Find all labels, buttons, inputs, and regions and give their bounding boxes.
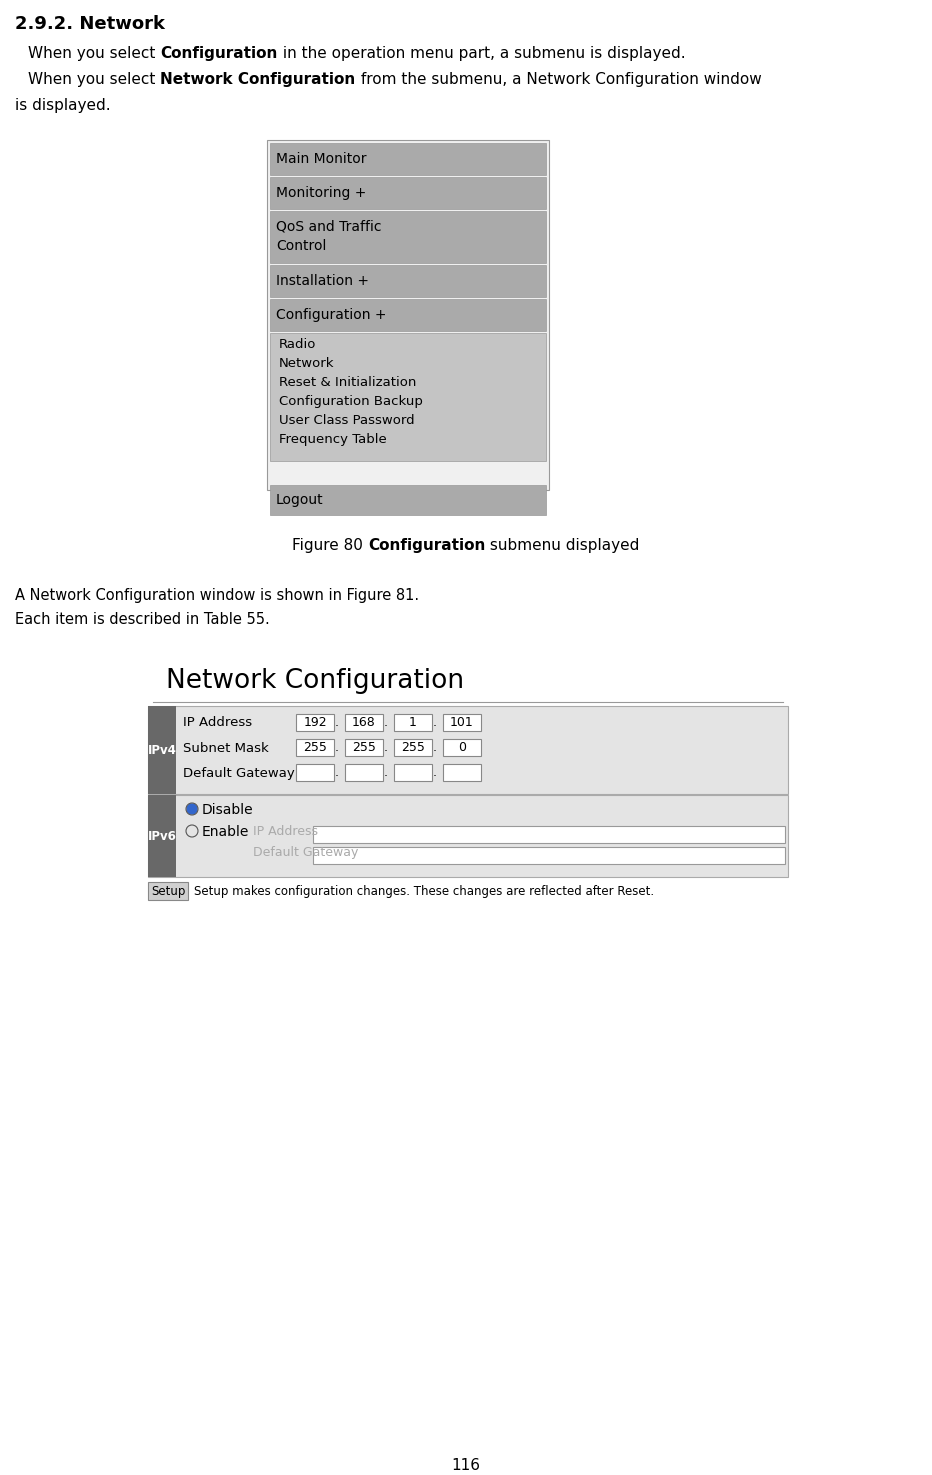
- Text: .: .: [433, 766, 437, 779]
- Text: 192: 192: [303, 715, 327, 729]
- Text: Main Monitor: Main Monitor: [276, 152, 366, 167]
- FancyBboxPatch shape: [296, 739, 334, 757]
- Text: Configuration: Configuration: [368, 538, 486, 553]
- Text: .: .: [335, 715, 339, 729]
- Text: 255: 255: [401, 740, 425, 754]
- FancyBboxPatch shape: [345, 764, 383, 780]
- Text: .: .: [384, 740, 388, 754]
- Text: Control: Control: [276, 239, 326, 254]
- Text: .: .: [384, 766, 388, 779]
- Text: Network: Network: [279, 357, 335, 370]
- Text: IP Address: IP Address: [253, 825, 318, 838]
- FancyBboxPatch shape: [270, 211, 546, 263]
- Text: Logout: Logout: [276, 493, 323, 507]
- Text: 0: 0: [458, 740, 466, 754]
- Text: Network Configuration: Network Configuration: [160, 72, 355, 87]
- Text: Setup: Setup: [151, 885, 185, 897]
- Text: .: .: [335, 766, 339, 779]
- FancyBboxPatch shape: [148, 795, 176, 878]
- FancyBboxPatch shape: [148, 707, 176, 794]
- FancyBboxPatch shape: [296, 714, 334, 732]
- Text: Subnet Mask: Subnet Mask: [183, 742, 268, 755]
- Text: from the submenu, a Network Configuration window: from the submenu, a Network Configuratio…: [355, 72, 761, 87]
- FancyBboxPatch shape: [148, 882, 188, 900]
- FancyBboxPatch shape: [270, 485, 546, 515]
- FancyBboxPatch shape: [148, 707, 788, 794]
- FancyBboxPatch shape: [443, 764, 481, 780]
- Text: Configuration: Configuration: [160, 46, 278, 60]
- Text: When you select: When you select: [28, 72, 160, 87]
- Text: 116: 116: [451, 1457, 481, 1474]
- Text: Reset & Initialization: Reset & Initialization: [279, 376, 417, 389]
- FancyBboxPatch shape: [394, 714, 432, 732]
- Text: Setup makes configuration changes. These changes are reflected after Reset.: Setup makes configuration changes. These…: [194, 885, 654, 897]
- Text: .: .: [384, 715, 388, 729]
- Circle shape: [187, 826, 197, 836]
- FancyBboxPatch shape: [345, 739, 383, 757]
- Text: 255: 255: [352, 740, 376, 754]
- FancyBboxPatch shape: [313, 826, 785, 844]
- FancyBboxPatch shape: [394, 764, 432, 780]
- Text: .: .: [335, 740, 339, 754]
- FancyBboxPatch shape: [296, 764, 334, 780]
- Text: A Network Configuration window is shown in Figure 81.: A Network Configuration window is shown …: [15, 589, 419, 603]
- Text: Installation +: Installation +: [276, 274, 369, 288]
- FancyBboxPatch shape: [443, 714, 481, 732]
- Text: IPv6: IPv6: [147, 829, 176, 842]
- Text: Radio: Radio: [279, 338, 316, 351]
- Text: submenu displayed: submenu displayed: [486, 538, 639, 553]
- Text: 101: 101: [450, 715, 473, 729]
- FancyBboxPatch shape: [345, 714, 383, 732]
- Text: Frequency Table: Frequency Table: [279, 434, 387, 445]
- FancyBboxPatch shape: [270, 299, 546, 330]
- FancyBboxPatch shape: [270, 333, 546, 462]
- FancyBboxPatch shape: [267, 140, 549, 490]
- Text: User Class Password: User Class Password: [279, 414, 415, 426]
- Text: Configuration Backup: Configuration Backup: [279, 395, 423, 409]
- Text: IPv4: IPv4: [147, 743, 176, 757]
- FancyBboxPatch shape: [148, 795, 788, 878]
- Text: When you select: When you select: [28, 46, 160, 60]
- Text: is displayed.: is displayed.: [15, 97, 111, 114]
- FancyBboxPatch shape: [270, 266, 546, 296]
- FancyBboxPatch shape: [313, 847, 785, 864]
- FancyBboxPatch shape: [394, 739, 432, 757]
- Text: Figure 80: Figure 80: [293, 538, 368, 553]
- Text: Default Gateway: Default Gateway: [253, 847, 359, 858]
- FancyBboxPatch shape: [270, 143, 546, 176]
- Text: Network Configuration: Network Configuration: [166, 668, 464, 695]
- Text: Default Gateway: Default Gateway: [183, 767, 295, 779]
- Text: IP Address: IP Address: [183, 717, 253, 730]
- Text: Each item is described in Table 55.: Each item is described in Table 55.: [15, 612, 269, 627]
- Text: 168: 168: [352, 715, 376, 729]
- Text: 2.9.2. Network: 2.9.2. Network: [15, 15, 165, 32]
- Text: in the operation menu part, a submenu is displayed.: in the operation menu part, a submenu is…: [278, 46, 685, 60]
- Text: 1: 1: [409, 715, 417, 729]
- Text: 255: 255: [303, 740, 327, 754]
- Text: .: .: [433, 715, 437, 729]
- Text: Configuration +: Configuration +: [276, 308, 387, 322]
- Text: QoS and Traffic: QoS and Traffic: [276, 218, 381, 233]
- FancyBboxPatch shape: [443, 739, 481, 757]
- Text: .: .: [433, 740, 437, 754]
- Text: Disable: Disable: [202, 802, 254, 817]
- Text: Enable: Enable: [202, 825, 250, 839]
- Text: Monitoring +: Monitoring +: [276, 186, 366, 201]
- FancyBboxPatch shape: [270, 177, 546, 209]
- Circle shape: [187, 804, 197, 814]
